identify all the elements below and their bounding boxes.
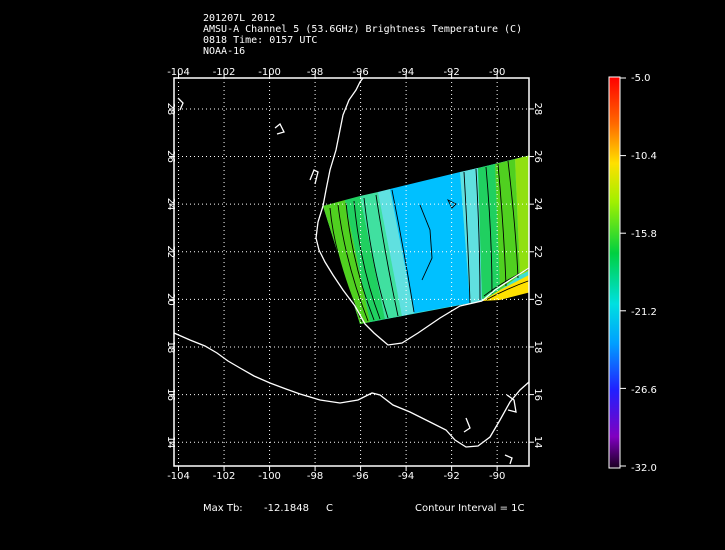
lon-label-bottom: -94 [398, 471, 414, 482]
lat-label-right: 14 [532, 436, 543, 449]
max-tb-label: Max Tb: [203, 503, 243, 514]
lat-label-left: 14 [165, 436, 176, 449]
contour-line [485, 166, 493, 295]
colorbar-label-1: -5.0 [631, 73, 651, 84]
colorbar-label-6: -32.0 [631, 463, 657, 474]
lon-label-bottom: -98 [307, 471, 323, 482]
lat-label-right: 26 [532, 150, 543, 163]
lon-label-top: -96 [352, 67, 368, 78]
swath-band [378, 189, 414, 316]
colorbar-ticks [620, 77, 626, 467]
lon-label-top: -104 [167, 67, 190, 78]
lon-label-bottom: -90 [489, 471, 505, 482]
swath-band [515, 155, 529, 275]
swath-band [345, 196, 385, 322]
contour-line [353, 200, 381, 320]
max-tb-value: -12.1848 [264, 503, 309, 514]
colorbar-label-2: -10.4 [631, 151, 657, 162]
axis-ticks: -104 -104 -102 -102 -100 -100 -98 -98 -96 -96 -94 -… [165, 67, 543, 482]
lat-label-left: 22 [165, 245, 176, 258]
contour-line [507, 160, 519, 279]
contour-lines [329, 160, 529, 323]
coastline [173, 77, 530, 465]
lon-label-top: -102 [213, 67, 236, 78]
swath-band [360, 192, 402, 319]
max-tb-unit: C [326, 503, 333, 514]
title-line-1: 201207L 2012 [203, 13, 276, 24]
lat-label-right: 18 [532, 341, 543, 354]
contour-line [345, 202, 375, 321]
swath-band [390, 172, 470, 313]
lat-label-left: 16 [165, 388, 176, 401]
contour-line [337, 204, 369, 322]
satellite-swath [323, 155, 529, 324]
contour-line [463, 171, 471, 304]
lon-label-top: -92 [443, 67, 459, 78]
contour-line [485, 280, 529, 301]
title-line-4: NOAA-16 [203, 46, 246, 57]
colorbar-label-3: -15.8 [631, 229, 657, 240]
lat-label-left: 26 [165, 150, 176, 163]
contour-line [375, 194, 399, 317]
lat-lon-grid [174, 78, 529, 466]
swath-band [495, 159, 520, 290]
contour-line [497, 163, 507, 287]
lat-label-left: 18 [165, 341, 176, 354]
lat-label-left: 28 [165, 103, 176, 116]
contour-line [475, 168, 481, 301]
lat-label-right: 24 [532, 198, 543, 211]
colorbar-label-5: -26.6 [631, 385, 657, 396]
contour-interval: Contour Interval = 1C [415, 503, 525, 514]
colorbar [608, 76, 621, 469]
lon-label-top: -90 [489, 67, 505, 78]
lon-label-top: -94 [398, 67, 414, 78]
swath-band [478, 164, 500, 301]
title-line-3: 0818 Time: 0157 UTC [203, 35, 318, 46]
colorbar-label-4: -21.2 [631, 307, 657, 318]
lat-label-left: 20 [165, 293, 176, 306]
contour-line [419, 204, 433, 281]
title-line-2: AMSU-A Channel 5 (53.6GHz) Brightness Te… [203, 24, 523, 35]
lon-label-bottom: -104 [167, 471, 190, 482]
lat-label-left: 24 [165, 198, 176, 211]
map-frame [173, 77, 530, 467]
swath-band [482, 275, 529, 301]
lon-label-top: -98 [307, 67, 323, 78]
lat-label-right: 16 [532, 388, 543, 401]
lon-label-bottom: -102 [213, 471, 236, 482]
lon-label-bottom: -92 [443, 471, 459, 482]
contour-line [363, 197, 389, 319]
lat-label-right: 28 [532, 103, 543, 116]
lat-label-right: 22 [532, 245, 543, 258]
contour-line [391, 189, 415, 313]
lon-label-top: -100 [258, 67, 281, 78]
lat-label-right: 20 [532, 293, 543, 306]
lon-label-bottom: -96 [352, 471, 368, 482]
lon-label-bottom: -100 [258, 471, 281, 482]
